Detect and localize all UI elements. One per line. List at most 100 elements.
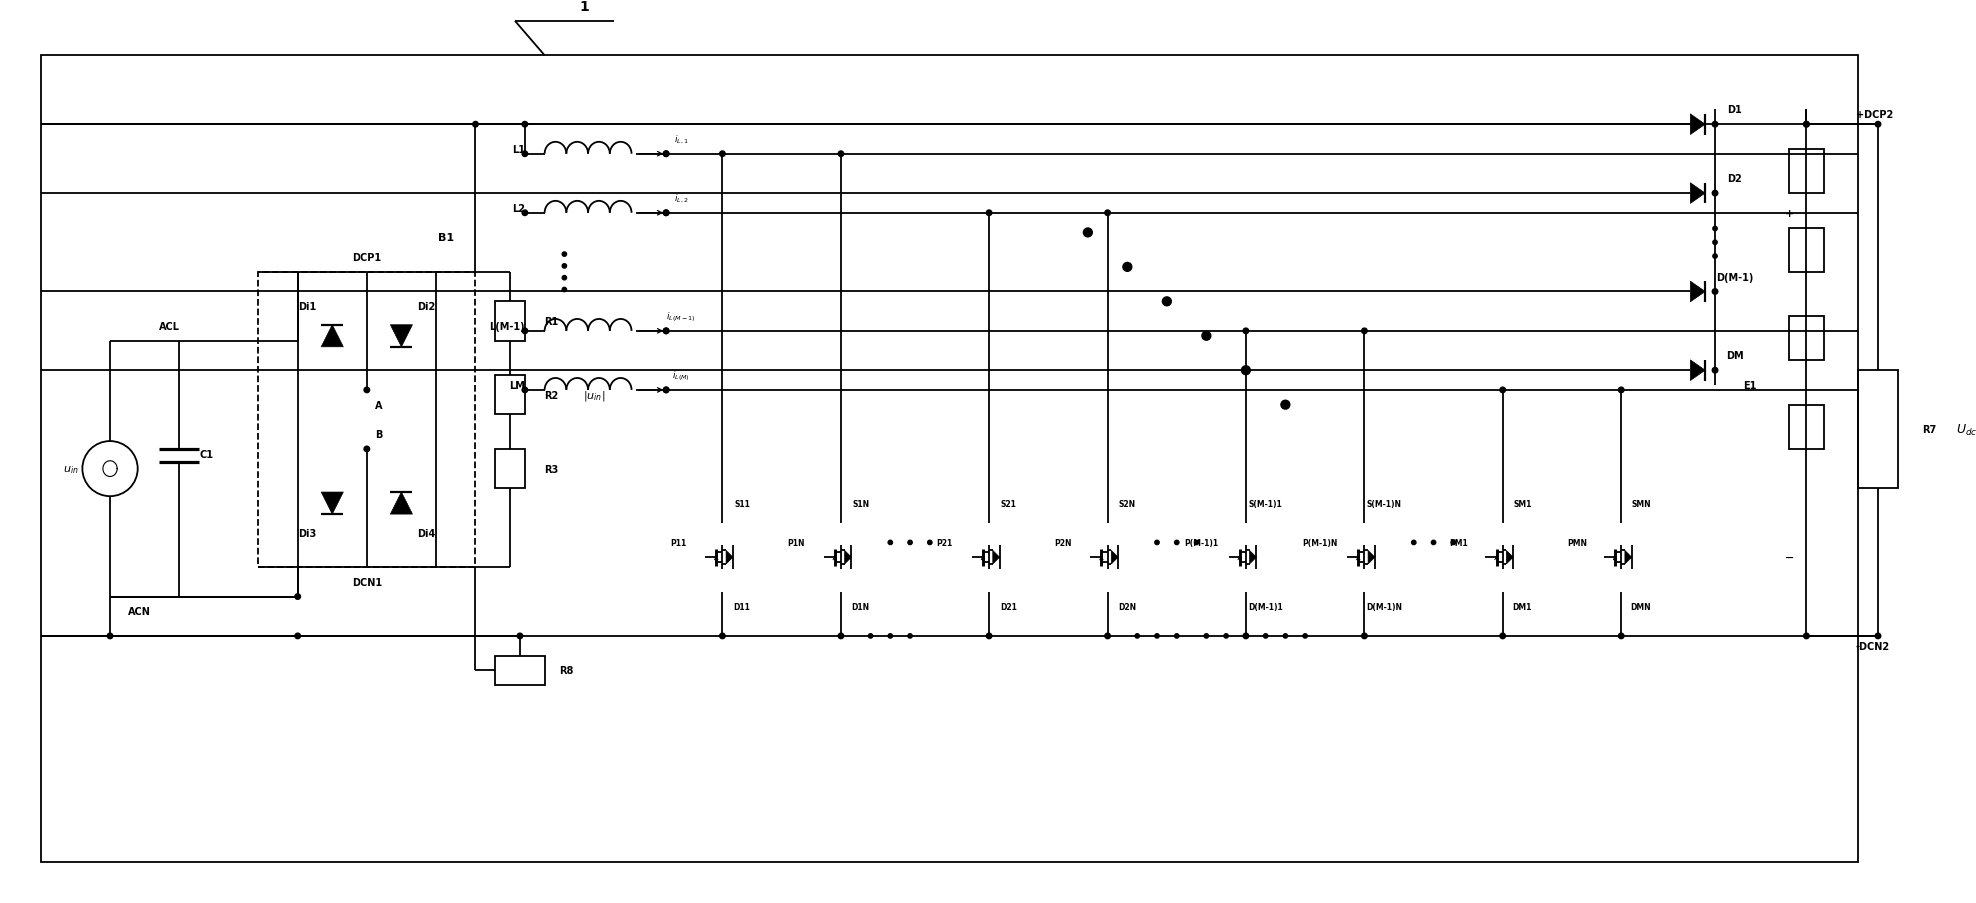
Text: $i_{L,2}$: $i_{L,2}$ <box>674 192 688 205</box>
Text: E1: E1 <box>1743 380 1757 390</box>
Circle shape <box>664 387 668 393</box>
Circle shape <box>1713 289 1717 295</box>
Bar <box>496 302 526 341</box>
Bar <box>1788 405 1824 450</box>
Text: +: + <box>1784 209 1794 219</box>
Text: S(M-1)N: S(M-1)N <box>1367 499 1401 508</box>
Circle shape <box>1713 255 1717 259</box>
Circle shape <box>1804 122 1810 128</box>
Circle shape <box>907 541 913 545</box>
Text: D1: D1 <box>1727 106 1743 116</box>
Bar <box>496 376 526 415</box>
Bar <box>1788 228 1824 273</box>
Circle shape <box>1713 122 1717 128</box>
Text: C1: C1 <box>200 450 213 460</box>
Circle shape <box>1174 541 1180 545</box>
Text: S11: S11 <box>735 499 751 508</box>
Polygon shape <box>1506 551 1514 564</box>
Text: $u_{in}$: $u_{in}$ <box>63 463 79 475</box>
Bar <box>496 656 545 685</box>
Bar <box>1788 150 1824 194</box>
Circle shape <box>1194 541 1199 545</box>
Circle shape <box>1263 634 1269 638</box>
Polygon shape <box>322 492 344 515</box>
Polygon shape <box>1689 183 1705 204</box>
Text: D(M-1): D(M-1) <box>1715 273 1753 283</box>
Text: D1N: D1N <box>852 602 869 611</box>
Circle shape <box>1713 368 1717 374</box>
Circle shape <box>1713 227 1717 231</box>
Circle shape <box>1361 329 1367 334</box>
Polygon shape <box>1624 551 1632 564</box>
Circle shape <box>664 210 668 217</box>
Text: S1N: S1N <box>852 499 869 508</box>
Circle shape <box>522 329 528 334</box>
Polygon shape <box>1689 282 1705 303</box>
Polygon shape <box>322 325 344 348</box>
Circle shape <box>294 633 300 639</box>
Text: P2N: P2N <box>1055 538 1071 547</box>
Circle shape <box>1804 122 1810 128</box>
Circle shape <box>563 265 567 269</box>
Text: ACL: ACL <box>158 321 180 331</box>
Text: -DCN2: -DCN2 <box>1855 641 1889 651</box>
Circle shape <box>1713 191 1717 197</box>
Circle shape <box>1618 387 1624 393</box>
Text: +DCP2: +DCP2 <box>1855 110 1893 120</box>
Polygon shape <box>992 551 1000 564</box>
Text: A: A <box>375 400 383 410</box>
Text: DM1: DM1 <box>1514 602 1531 611</box>
Circle shape <box>719 152 725 157</box>
Text: $U_{dc}$: $U_{dc}$ <box>1956 423 1976 437</box>
Text: S21: S21 <box>1002 499 1018 508</box>
Text: P(M-1)N: P(M-1)N <box>1302 538 1338 547</box>
Circle shape <box>1280 401 1290 410</box>
Text: L2: L2 <box>512 203 526 214</box>
Circle shape <box>1411 541 1417 545</box>
Circle shape <box>1134 634 1140 638</box>
Text: D2N: D2N <box>1118 602 1136 611</box>
Text: L(M-1): L(M-1) <box>490 321 526 331</box>
Polygon shape <box>1367 551 1375 564</box>
Text: SM1: SM1 <box>1514 499 1531 508</box>
Circle shape <box>1875 122 1881 128</box>
Circle shape <box>1105 633 1111 639</box>
Circle shape <box>1162 298 1172 306</box>
Circle shape <box>364 447 370 452</box>
Circle shape <box>664 329 668 334</box>
Circle shape <box>1431 541 1437 545</box>
Circle shape <box>1302 634 1308 638</box>
Circle shape <box>522 122 528 128</box>
Circle shape <box>364 387 370 393</box>
Circle shape <box>1122 263 1132 272</box>
Circle shape <box>1500 387 1506 393</box>
Text: Di2: Di2 <box>417 302 435 312</box>
Text: −: − <box>1784 553 1794 563</box>
Circle shape <box>719 633 725 639</box>
Circle shape <box>1243 634 1249 638</box>
Text: LM: LM <box>510 380 526 390</box>
Circle shape <box>522 387 528 393</box>
Text: PM1: PM1 <box>1448 538 1468 547</box>
Circle shape <box>1201 332 1211 340</box>
Circle shape <box>1241 367 1251 376</box>
Text: P21: P21 <box>937 538 952 547</box>
Circle shape <box>563 253 567 257</box>
Bar <box>1788 317 1824 361</box>
Text: R7: R7 <box>1923 424 1936 434</box>
Circle shape <box>664 210 668 217</box>
Text: B1: B1 <box>439 233 454 243</box>
Circle shape <box>867 634 873 638</box>
Circle shape <box>1450 541 1456 545</box>
Text: P(M-1)1: P(M-1)1 <box>1184 538 1219 547</box>
Circle shape <box>1243 633 1249 639</box>
Text: D(M-1)1: D(M-1)1 <box>1249 602 1282 611</box>
Circle shape <box>1713 241 1717 246</box>
Circle shape <box>472 122 478 128</box>
Circle shape <box>1154 634 1160 638</box>
Circle shape <box>887 634 893 638</box>
Text: S(M-1)1: S(M-1)1 <box>1249 499 1282 508</box>
Text: R8: R8 <box>559 666 573 675</box>
Circle shape <box>1282 634 1288 638</box>
Circle shape <box>1804 633 1810 639</box>
